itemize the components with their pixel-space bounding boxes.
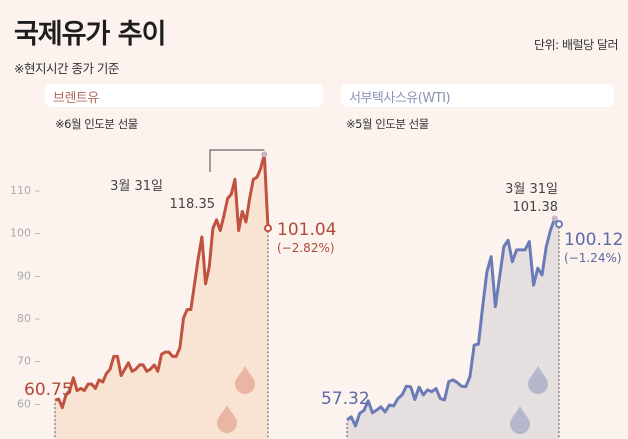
wti-peak-marker [551,215,558,222]
unit-label: 단위: 배럴당 달러 [534,38,618,52]
brent-peak-date: 3월 31일 [110,179,163,194]
brent-peak-marker [261,151,268,158]
brent-drop-icon [217,405,237,433]
wti-last-marker [555,220,563,229]
brent-y-tick: 70 – [17,355,40,368]
brent-subtitle: ※6월 인도분 선물 [55,117,138,131]
wti-peak-value: 101.38 [513,200,559,215]
wti-area [347,218,559,439]
brent-line [54,152,270,410]
brent-peak-leader [209,149,265,172]
brent-y-tick: 80 – [17,312,40,325]
brent-header-box: 브렌트유 [45,84,323,107]
wti-title: 서부텍사스유(WTI) [349,91,451,106]
wti-drop-icon [510,406,530,434]
brent-peak-value: 118.35 [170,197,216,212]
brent-y-tick: 110 – [10,184,40,197]
wti-drop-icon [528,366,548,394]
wti-line [346,216,561,428]
wti-subtitle: ※5월 인도분 선물 [346,117,429,131]
brent-y-tick: 90 – [17,269,40,282]
brent-last-marker [264,224,272,233]
page-title: 국제유가 추이 [14,19,166,50]
brent-start-value: 60.75 [24,380,73,400]
note-label: ※현지시간 종가 기준 [14,61,119,76]
brent-last-value: 101.04 [277,220,336,240]
brent-y-tick: 60 – [17,397,40,410]
wti-header-box: 서부텍사스유(WTI) [341,84,614,107]
brent-last-change: (−2.82%) [277,241,335,255]
wti-last-value: 100.12 [564,230,623,250]
wti-peak-date: 3월 31일 [505,182,558,197]
brent-title: 브렌트유 [53,91,99,106]
wti-start-value: 57.32 [321,389,370,409]
brent-y-tick: 100 – [10,227,40,240]
brent-drop-icon [235,366,255,394]
wti-last-change: (−1.24%) [564,251,622,265]
